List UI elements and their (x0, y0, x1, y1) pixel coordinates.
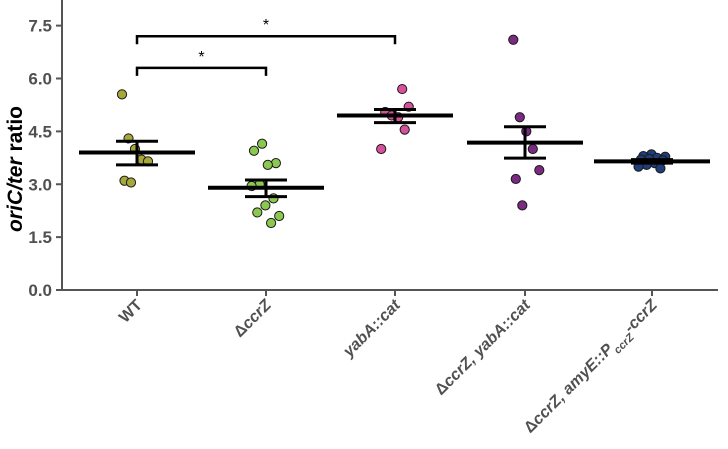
x-category-label: ΔccrZ (231, 296, 276, 341)
significance-label: * (198, 49, 204, 66)
data-point (655, 163, 666, 174)
data-point (125, 177, 137, 188)
data-point (508, 34, 519, 45)
x-category-label: ΔccrZ, amyE::PccrZ-ccrZ (521, 296, 665, 440)
x-category-label: yabA::cat (340, 296, 405, 361)
data-point (527, 143, 538, 155)
axes: 0.0 1.5 3.0 4.5 6.0 7.5 (28, 0, 718, 300)
data-point (510, 173, 521, 185)
data-point (252, 207, 263, 218)
y-tick-label: 0.0 (28, 281, 52, 300)
y-tick-label: 3.0 (28, 175, 52, 194)
data-point (248, 145, 260, 156)
y-tick-label: 4.5 (28, 122, 52, 141)
data-point (514, 112, 525, 123)
y-tick-label: 7.5 (28, 17, 52, 36)
data-point (260, 200, 271, 211)
data-point (274, 210, 285, 222)
y-tick-label: 6.0 (28, 70, 52, 89)
x-category-label: WT (116, 297, 146, 327)
significance-brackets: ** (135, 17, 397, 76)
data-point (399, 124, 410, 135)
significance-bracket (135, 34, 397, 45)
data-point (266, 217, 277, 229)
data-point (376, 143, 387, 155)
significance-bracket (135, 66, 268, 76)
x-category-label: ΔccrZ, yabA::cat (432, 296, 534, 398)
significance-label: * (263, 17, 269, 34)
data-point (262, 159, 273, 170)
data-point (116, 89, 128, 100)
mean-sem-bars (79, 108, 710, 199)
data-point (257, 138, 268, 149)
data-point (397, 83, 408, 95)
data-point (534, 165, 545, 176)
y-axis-label: oriC/ter ratio (4, 106, 27, 232)
data-point (517, 200, 528, 211)
y-tick-label: 1.5 (28, 228, 52, 247)
